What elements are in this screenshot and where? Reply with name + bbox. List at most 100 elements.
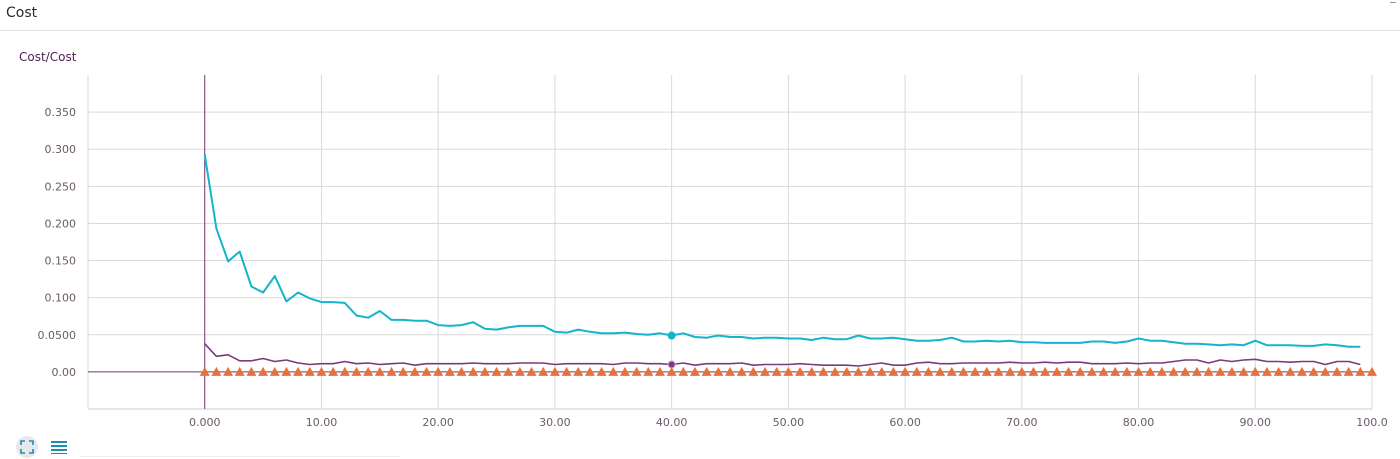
baseline-point bbox=[573, 366, 584, 376]
baseline-point bbox=[841, 366, 852, 376]
baseline-point bbox=[654, 366, 665, 376]
baseline-point bbox=[526, 366, 537, 376]
baseline-point bbox=[865, 366, 876, 376]
baseline-point bbox=[1238, 366, 1249, 376]
baseline-point bbox=[888, 366, 899, 376]
x-tick-label: 70.00 bbox=[1006, 416, 1038, 429]
baseline-point bbox=[199, 366, 210, 376]
baseline-point bbox=[1168, 366, 1179, 376]
baseline-point bbox=[1098, 366, 1109, 376]
baseline-point bbox=[900, 366, 911, 376]
baseline-point bbox=[993, 366, 1004, 376]
baseline-point bbox=[795, 366, 806, 376]
baseline-point bbox=[771, 366, 782, 376]
y-tick-label: 0.150 bbox=[45, 255, 77, 268]
test-series-line bbox=[204, 343, 1361, 367]
data-table-button[interactable] bbox=[48, 436, 70, 458]
baseline-point bbox=[234, 366, 245, 376]
baseline-point bbox=[223, 366, 234, 376]
baseline-point bbox=[1075, 366, 1086, 376]
x-tick-label: 90.00 bbox=[1240, 416, 1272, 429]
baseline-point bbox=[409, 366, 420, 376]
baseline-point bbox=[281, 366, 292, 376]
y-tick-label: 0.00 bbox=[52, 366, 77, 379]
baseline-point bbox=[1320, 366, 1331, 376]
baseline-point bbox=[374, 366, 385, 376]
baseline-point bbox=[946, 366, 957, 376]
section-header[interactable]: Cost bbox=[0, 0, 1400, 31]
y-tick-label: 0.200 bbox=[45, 217, 77, 230]
train-highlight-point bbox=[667, 331, 676, 340]
baseline-point bbox=[351, 366, 362, 376]
baseline-point bbox=[258, 366, 269, 376]
baseline-point bbox=[468, 366, 479, 376]
baseline-point bbox=[538, 366, 549, 376]
baseline-point bbox=[1367, 366, 1377, 376]
section-title: Cost bbox=[6, 5, 38, 21]
baseline-point bbox=[1261, 366, 1272, 376]
baseline-point bbox=[1028, 366, 1039, 376]
x-tick-label: 40.00 bbox=[656, 416, 688, 429]
baseline-point bbox=[398, 366, 409, 376]
axis-layer: 0.00 0.0500 0.100 0.150 0.200 0.250 0.300 0.350… bbox=[38, 75, 1388, 429]
baseline-point bbox=[853, 366, 864, 376]
baseline-point bbox=[1121, 366, 1132, 376]
baseline-point bbox=[619, 366, 630, 376]
baseline-point bbox=[1145, 366, 1156, 376]
baseline-point bbox=[479, 366, 490, 376]
baseline-point bbox=[269, 366, 280, 376]
train-series-line bbox=[203, 154, 1361, 348]
baseline-point bbox=[1005, 366, 1016, 376]
baseline-point bbox=[725, 366, 735, 376]
chart-card-title: Cost/Cost bbox=[19, 50, 77, 64]
x-tick-label: 0.000 bbox=[189, 416, 221, 429]
expand-icon bbox=[20, 440, 34, 454]
baseline-point bbox=[1331, 366, 1342, 376]
baseline-point bbox=[666, 366, 677, 376]
baseline-point bbox=[608, 366, 619, 376]
expand-button[interactable] bbox=[16, 436, 38, 458]
baseline-point bbox=[1040, 366, 1051, 376]
baseline-point bbox=[433, 366, 444, 376]
baseline-point bbox=[386, 366, 397, 376]
baseline-point bbox=[1285, 366, 1296, 376]
baseline-point bbox=[211, 366, 222, 376]
x-tick-label: 100.0 bbox=[1356, 416, 1388, 429]
y-tick-label: 0.350 bbox=[45, 106, 77, 119]
baseline-point bbox=[981, 366, 992, 376]
baseline-point bbox=[1343, 366, 1354, 376]
y-tick-label: 0.0500 bbox=[38, 329, 77, 342]
baseline-point bbox=[503, 366, 514, 376]
baseline-point bbox=[1273, 366, 1284, 376]
baseline-point bbox=[1191, 366, 1202, 376]
cost-chart[interactable]: 0.00 0.0500 0.100 0.150 0.200 0.250 0.300 0.350… bbox=[0, 70, 1400, 430]
baseline-point bbox=[1063, 366, 1074, 376]
baseline-point bbox=[806, 366, 817, 376]
baseline-point bbox=[1051, 366, 1062, 376]
footer-divider bbox=[80, 456, 400, 457]
baseline-point bbox=[584, 366, 595, 376]
baseline-point bbox=[783, 366, 794, 376]
baseline-point bbox=[701, 366, 712, 376]
baseline-point bbox=[561, 366, 572, 376]
baseline-point bbox=[1133, 366, 1144, 376]
baseline-point bbox=[246, 366, 257, 376]
baseline-point bbox=[958, 366, 969, 376]
baseline-point bbox=[444, 366, 455, 376]
baseline-point bbox=[1203, 366, 1214, 376]
data-table-icon bbox=[51, 441, 67, 454]
baseline-point bbox=[678, 366, 689, 376]
collapse-icon[interactable] bbox=[1390, 2, 1396, 3]
baseline-point bbox=[339, 366, 350, 376]
baseline-point bbox=[491, 366, 502, 376]
baseline-point bbox=[736, 366, 747, 376]
x-tick-label: 10.00 bbox=[306, 416, 338, 429]
baseline-point bbox=[689, 366, 700, 376]
baseline-point bbox=[456, 366, 467, 376]
baseline-point bbox=[421, 366, 432, 376]
baseline-point bbox=[549, 366, 560, 376]
baseline-point bbox=[830, 366, 841, 376]
baseline-point bbox=[748, 366, 759, 376]
baseline-point bbox=[1180, 366, 1191, 376]
y-tick-label: 0.250 bbox=[45, 180, 77, 193]
